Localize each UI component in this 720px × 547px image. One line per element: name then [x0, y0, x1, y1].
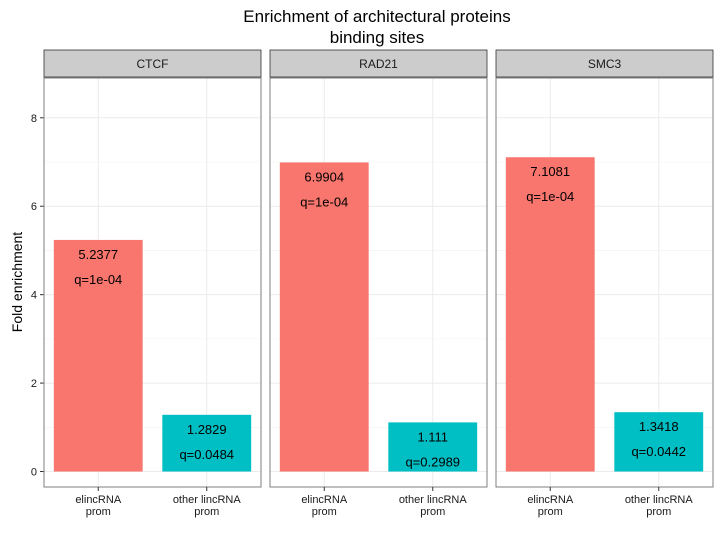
- x-tick-label: elincRNA: [527, 494, 574, 506]
- x-tick-label: other lincRNA: [625, 494, 694, 506]
- facet-strip-label: CTCF: [137, 57, 169, 71]
- panel-border: [495, 77, 714, 488]
- x-tick-label: prom: [194, 506, 219, 518]
- facet-panel-rad21: RAD216.9904q=1e-041.111q=0.2989elincRNAp…: [269, 49, 488, 518]
- bar-value-label: 7.1081: [530, 164, 570, 179]
- bar-smc3-0: [505, 157, 595, 472]
- bar-q-label: q=0.2989: [405, 454, 460, 469]
- bar-value-label: 1.111: [417, 429, 448, 444]
- chart-title-line-2: binding sites: [330, 28, 425, 47]
- bar-ctcf-0: [53, 239, 143, 472]
- bar-q-label: q=1e-04: [526, 189, 574, 204]
- bar-value-label: 1.3418: [639, 419, 679, 434]
- bar-rad21-0: [279, 162, 369, 472]
- bar-value-label: 5.2377: [78, 247, 118, 262]
- panel-border: [269, 77, 488, 488]
- bar-rad21-1: [388, 422, 478, 472]
- x-tick-label: prom: [312, 506, 337, 518]
- x-tick-label: other lincRNA: [173, 494, 242, 506]
- bar-q-label: q=1e-04: [74, 272, 122, 287]
- bar-value-label: 6.9904: [304, 169, 344, 184]
- bar-q-label: q=0.0484: [179, 447, 234, 462]
- y-axis-ticks: 0 2 4 6 8: [31, 113, 44, 479]
- y-tick-label: 6: [31, 201, 37, 213]
- facet-strip: [269, 49, 488, 78]
- x-tick-label: prom: [86, 506, 111, 518]
- facet-strip: [495, 49, 714, 78]
- y-tick-label: 4: [31, 290, 37, 302]
- facet-panel-smc3: SMC37.1081q=1e-041.3418q=0.0442elincRNAp…: [495, 49, 714, 518]
- facet-strip-label: SMC3: [588, 57, 622, 71]
- y-axis-title: Fold enrichment: [9, 232, 25, 332]
- y-tick-label: 8: [31, 113, 37, 125]
- x-tick-label: prom: [538, 506, 563, 518]
- bar-value-label: 1.2829: [187, 422, 227, 437]
- facet-panel-ctcf: CTCF5.2377q=1e-041.2829q=0.0484elincRNAp…: [43, 49, 262, 518]
- chart-title-line-1: Enrichment of architectural proteins: [243, 7, 510, 26]
- facet-strip-label: RAD21: [359, 57, 398, 71]
- x-tick-label: elincRNA: [301, 494, 348, 506]
- y-tick-label: 2: [31, 378, 37, 390]
- panel-border: [43, 77, 262, 488]
- bar-q-label: q=1e-04: [300, 194, 348, 209]
- facet-panels: CTCF5.2377q=1e-041.2829q=0.0484elincRNAp…: [43, 49, 714, 518]
- x-tick-label: elincRNA: [75, 494, 122, 506]
- x-tick-label: prom: [646, 506, 671, 518]
- y-tick-label: 0: [31, 467, 37, 479]
- facet-strip: [43, 49, 262, 78]
- x-tick-label: other lincRNA: [399, 494, 468, 506]
- bar-ctcf-1: [162, 414, 252, 472]
- bar-smc3-1: [614, 412, 704, 472]
- x-tick-label: prom: [420, 506, 445, 518]
- bar-q-label: q=0.0442: [631, 444, 686, 459]
